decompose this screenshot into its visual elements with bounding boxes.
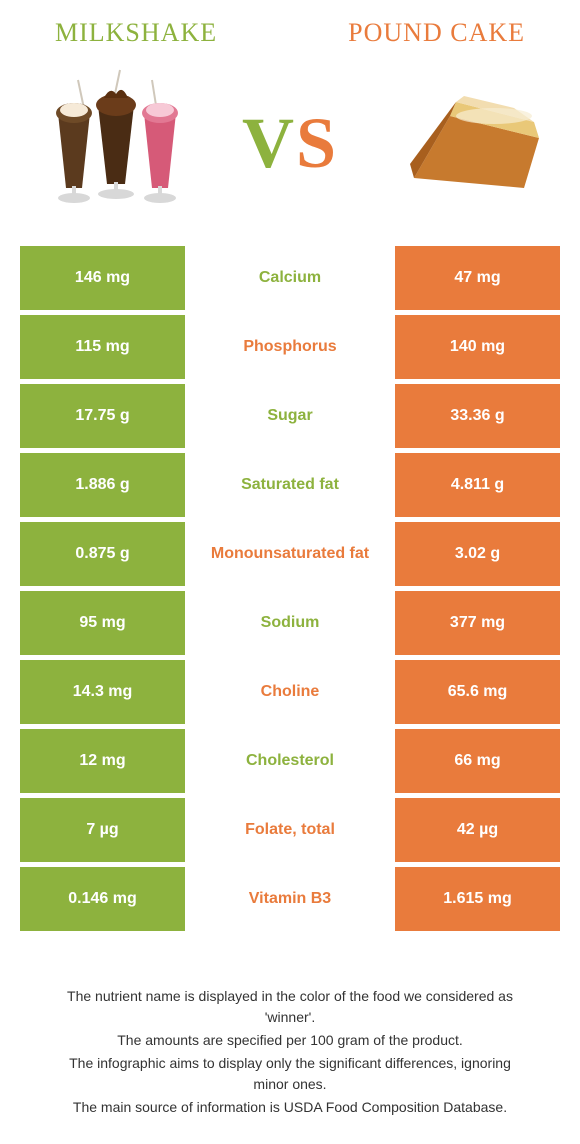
nutrient-row: 0.146 mgVitamin B31.615 mg (20, 867, 560, 931)
nutrient-row: 146 mgCalcium47 mg (20, 246, 560, 310)
nutrient-row: 7 µgFolate, total42 µg (20, 798, 560, 862)
left-value: 95 mg (20, 591, 185, 655)
footnote-line: The infographic aims to display only the… (50, 1053, 530, 1095)
nutrient-label: Sugar (185, 407, 395, 425)
nutrient-label: Monounsaturated fat (185, 545, 395, 563)
left-value: 0.875 g (20, 522, 185, 586)
left-value: 12 mg (20, 729, 185, 793)
right-value: 65.6 mg (395, 660, 560, 724)
right-value: 1.615 mg (395, 867, 560, 931)
pound-cake-icon (384, 68, 554, 218)
nutrient-row: 12 mgCholesterol66 mg (20, 729, 560, 793)
vs-v: V (242, 102, 296, 185)
right-value: 66 mg (395, 729, 560, 793)
nutrient-label: Sodium (185, 614, 395, 632)
vs-label: V S (242, 102, 338, 185)
left-value: 0.146 mg (20, 867, 185, 931)
nutrient-row: 17.75 gSugar33.36 g (20, 384, 560, 448)
nutrient-label: Vitamin B3 (185, 890, 395, 908)
nutrient-row: 115 mgPhosphorus140 mg (20, 315, 560, 379)
header: Milkshake Pound cake (0, 0, 580, 48)
nutrient-label: Calcium (185, 269, 395, 287)
nutrient-row: 95 mgSodium377 mg (20, 591, 560, 655)
left-food-title: Milkshake (55, 18, 217, 48)
right-value: 3.02 g (395, 522, 560, 586)
milkshake-icon (26, 68, 196, 218)
nutrient-label: Saturated fat (185, 476, 395, 494)
nutrient-label: Folate, total (185, 821, 395, 839)
footnote-line: The main source of information is USDA F… (50, 1097, 530, 1118)
left-value: 115 mg (20, 315, 185, 379)
left-value: 146 mg (20, 246, 185, 310)
left-value: 1.886 g (20, 453, 185, 517)
nutrient-table: 146 mgCalcium47 mg115 mgPhosphorus140 mg… (0, 242, 580, 931)
right-food-title: Pound cake (348, 18, 525, 48)
footnote-line: The nutrient name is displayed in the co… (50, 986, 530, 1028)
left-value: 14.3 mg (20, 660, 185, 724)
right-value: 4.811 g (395, 453, 560, 517)
hero-row: V S (0, 48, 580, 242)
right-value: 377 mg (395, 591, 560, 655)
nutrient-label: Choline (185, 683, 395, 701)
footnote-line: The amounts are specified per 100 gram o… (50, 1030, 530, 1051)
vs-s: S (296, 102, 338, 185)
right-value: 42 µg (395, 798, 560, 862)
nutrient-label: Cholesterol (185, 752, 395, 770)
nutrient-label: Phosphorus (185, 338, 395, 356)
nutrient-row: 14.3 mgCholine65.6 mg (20, 660, 560, 724)
right-value: 33.36 g (395, 384, 560, 448)
nutrient-row: 0.875 gMonounsaturated fat3.02 g (20, 522, 560, 586)
nutrient-row: 1.886 gSaturated fat4.811 g (20, 453, 560, 517)
left-value: 7 µg (20, 798, 185, 862)
right-value: 140 mg (395, 315, 560, 379)
footnotes: The nutrient name is displayed in the co… (0, 936, 580, 1118)
left-value: 17.75 g (20, 384, 185, 448)
right-value: 47 mg (395, 246, 560, 310)
